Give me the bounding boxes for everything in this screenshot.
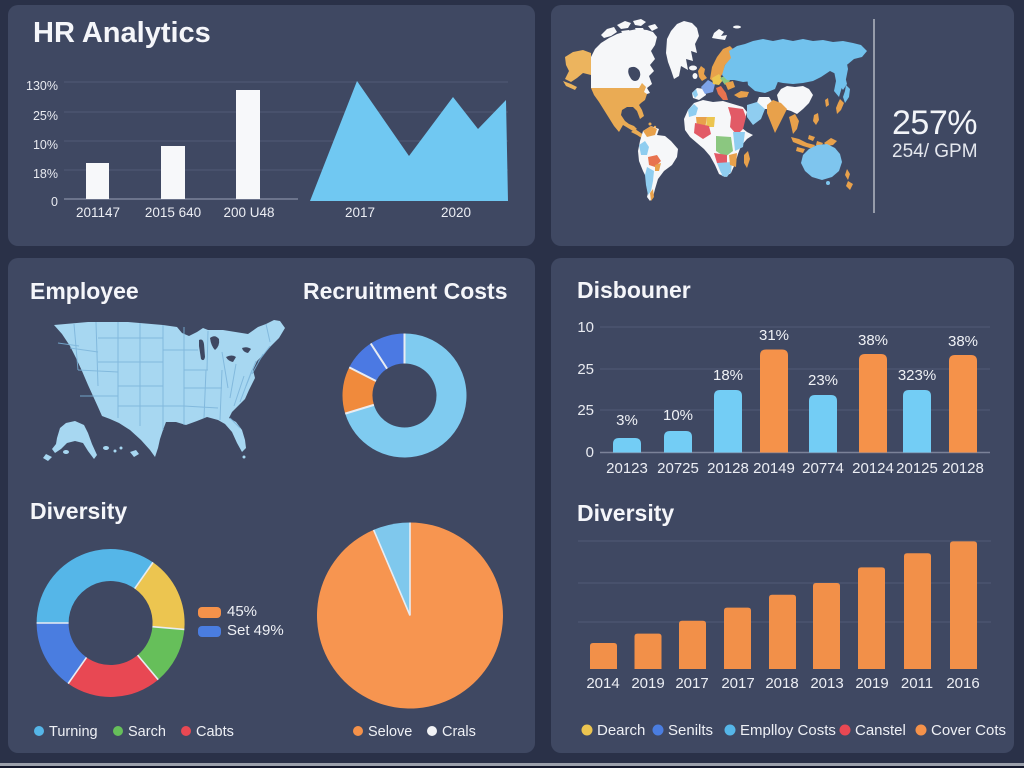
svg-text:20123: 20123 xyxy=(606,460,648,477)
svg-text:25: 25 xyxy=(577,402,594,419)
svg-text:2017: 2017 xyxy=(345,205,375,220)
svg-text:2017: 2017 xyxy=(675,675,708,692)
svg-text:25: 25 xyxy=(577,361,594,378)
svg-text:25%: 25% xyxy=(33,109,58,123)
svg-text:Turning: Turning xyxy=(49,724,98,740)
svg-text:20774: 20774 xyxy=(802,460,844,477)
svg-text:HR Analytics: HR Analytics xyxy=(33,17,211,49)
svg-text:0: 0 xyxy=(586,444,594,461)
svg-text:2020: 2020 xyxy=(441,205,471,220)
svg-text:Canstel: Canstel xyxy=(855,722,906,739)
svg-text:18%: 18% xyxy=(33,167,58,181)
svg-text:2015 640: 2015 640 xyxy=(145,205,201,220)
svg-text:2013: 2013 xyxy=(810,675,843,692)
svg-text:18%: 18% xyxy=(713,367,743,384)
svg-text:201147: 201147 xyxy=(76,205,120,220)
svg-text:10: 10 xyxy=(577,319,594,336)
svg-text:20128: 20128 xyxy=(942,460,984,477)
svg-text:Diversity: Diversity xyxy=(577,500,674,526)
svg-text:Cabts: Cabts xyxy=(196,724,234,740)
svg-text:Diversity: Diversity xyxy=(30,498,127,524)
svg-text:Disbouner: Disbouner xyxy=(577,277,691,303)
svg-text:200 U48: 200 U48 xyxy=(223,205,274,220)
svg-text:3%: 3% xyxy=(616,412,638,429)
svg-text:0: 0 xyxy=(51,195,58,209)
svg-text:38%: 38% xyxy=(858,332,888,349)
svg-text:Recruitment Costs: Recruitment Costs xyxy=(303,278,507,304)
svg-text:23%: 23% xyxy=(808,372,838,389)
svg-text:Employee: Employee xyxy=(30,278,139,304)
svg-text:20725: 20725 xyxy=(657,460,699,477)
svg-text:130%: 130% xyxy=(26,79,58,93)
svg-text:323%: 323% xyxy=(898,367,936,384)
svg-text:Set 49%: Set 49% xyxy=(227,622,284,639)
svg-text:20124: 20124 xyxy=(852,460,894,477)
svg-text:Senilts: Senilts xyxy=(668,722,713,739)
svg-text:Selove: Selove xyxy=(368,724,412,740)
svg-text:257%: 257% xyxy=(892,104,977,142)
svg-text:10%: 10% xyxy=(33,138,58,152)
svg-text:20128: 20128 xyxy=(707,460,749,477)
svg-text:38%: 38% xyxy=(948,333,978,350)
svg-text:Crals: Crals xyxy=(442,724,476,740)
svg-text:2016: 2016 xyxy=(946,675,979,692)
svg-text:2018: 2018 xyxy=(765,675,798,692)
svg-text:2014: 2014 xyxy=(586,675,619,692)
svg-text:20149: 20149 xyxy=(753,460,795,477)
svg-text:10%: 10% xyxy=(663,407,693,424)
svg-text:254/ GPM: 254/ GPM xyxy=(892,141,978,162)
svg-text:45%: 45% xyxy=(227,603,257,620)
svg-text:Emplloy Costs: Emplloy Costs xyxy=(740,722,836,739)
svg-text:20125: 20125 xyxy=(896,460,938,477)
svg-text:31%: 31% xyxy=(759,327,789,344)
svg-text:Sarch: Sarch xyxy=(128,724,166,740)
svg-text:2019: 2019 xyxy=(855,675,888,692)
svg-text:2017: 2017 xyxy=(721,675,754,692)
svg-text:Cover Cots: Cover Cots xyxy=(931,722,1006,739)
svg-text:2019: 2019 xyxy=(631,675,664,692)
svg-text:2011: 2011 xyxy=(901,675,933,692)
svg-text:Dearch: Dearch xyxy=(597,722,645,739)
